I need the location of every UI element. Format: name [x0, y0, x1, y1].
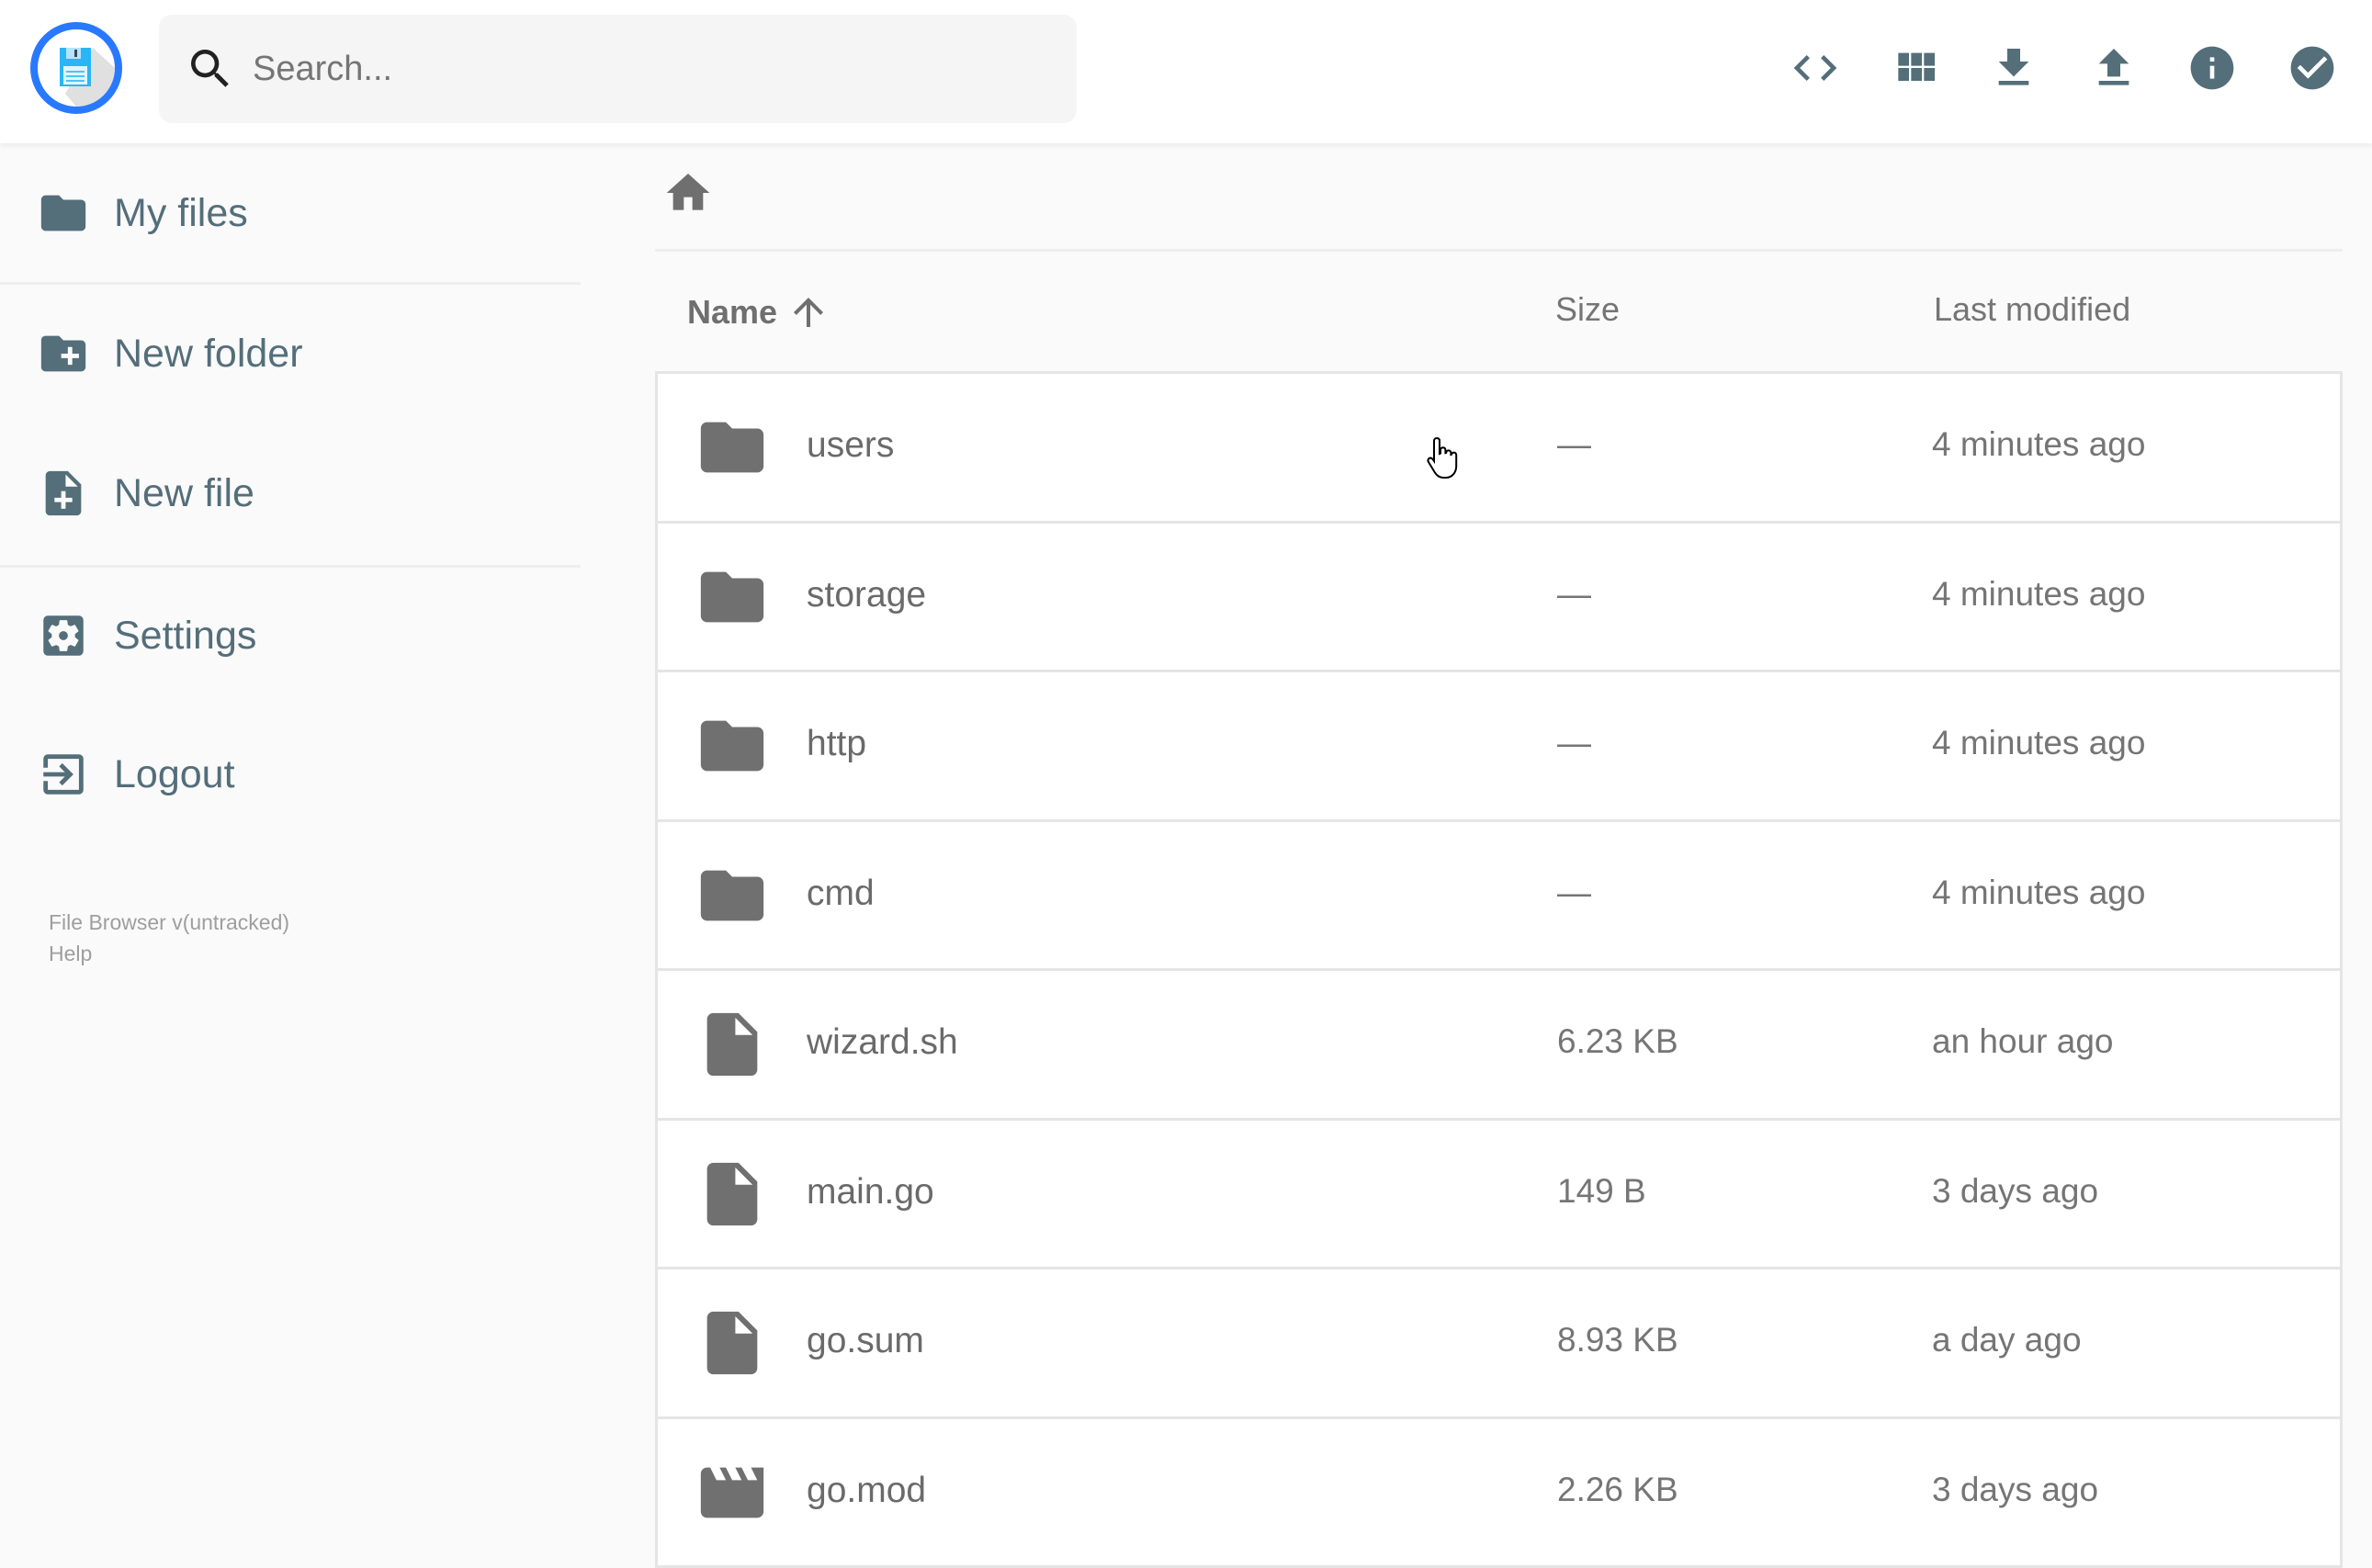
file-size: 8.93 KB	[1557, 1321, 1678, 1359]
help-link[interactable]: Help	[49, 942, 92, 966]
column-header-name[interactable]: Name	[687, 290, 830, 334]
code-icon[interactable]	[1790, 42, 1841, 94]
file-size: —	[1557, 425, 1591, 464]
file-name: cmd	[807, 874, 875, 914]
version-text: File Browser v(untracked)	[49, 910, 289, 935]
download-icon[interactable]	[1988, 42, 2039, 94]
file-name: users	[807, 425, 894, 466]
new-folder-icon	[37, 327, 90, 380]
file-modified: a day ago	[1932, 1321, 2082, 1359]
breadcrumb-divider	[655, 249, 2343, 252]
divider	[0, 565, 581, 568]
hand-cursor-icon	[1426, 435, 1459, 481]
file-name: storage	[807, 575, 926, 615]
search-icon	[185, 43, 236, 95]
file-modified: 4 minutes ago	[1932, 425, 2145, 464]
file-name: main.go	[807, 1172, 934, 1213]
grid-view-icon[interactable]	[1890, 42, 1941, 94]
check-circle-icon[interactable]	[2287, 42, 2338, 94]
file-row[interactable]: go.mod 2.26 KB 3 days ago	[658, 1419, 2340, 1568]
file-modified: 4 minutes ago	[1932, 874, 2145, 912]
file-row[interactable]: http — 4 minutes ago	[658, 672, 2340, 822]
sidebar-item-label: Settings	[114, 614, 256, 659]
file-size: 149 B	[1557, 1172, 1646, 1211]
file-row[interactable]: users — 4 minutes ago	[658, 374, 2340, 524]
file-name: wizard.sh	[807, 1022, 958, 1063]
top-bar	[0, 0, 2372, 143]
video-file-icon	[695, 1455, 770, 1530]
column-header-size[interactable]: Size	[1555, 290, 1620, 329]
sidebar: My files New folder New file Settings Lo…	[0, 143, 581, 1525]
file-row[interactable]: go.sum 8.93 KB a day ago	[658, 1269, 2340, 1419]
file-modified: 4 minutes ago	[1932, 724, 2145, 762]
column-header-last-modified[interactable]: Last modified	[1934, 290, 2130, 329]
file-icon	[695, 1156, 770, 1232]
folder-icon	[695, 708, 770, 784]
sidebar-item-label: New file	[114, 471, 254, 516]
floppy-disk-icon	[38, 29, 115, 107]
sidebar-item-new-folder[interactable]: New folder	[0, 303, 581, 404]
home-icon[interactable]	[662, 167, 714, 219]
sidebar-item-new-file[interactable]: New file	[0, 443, 581, 544]
sidebar-item-logout[interactable]: Logout	[0, 724, 581, 825]
logout-icon	[37, 748, 90, 801]
settings-icon	[37, 609, 90, 662]
folder-icon	[37, 186, 90, 240]
arrow-up-icon	[786, 290, 830, 334]
sidebar-item-settings[interactable]: Settings	[0, 585, 581, 686]
column-header-name-label: Name	[687, 293, 777, 332]
folder-icon	[695, 559, 770, 635]
file-modified: 4 minutes ago	[1932, 575, 2145, 614]
file-modified: 3 days ago	[1932, 1172, 2098, 1211]
file-list: users — 4 minutes ago storage — 4 minutes ago…	[655, 371, 2343, 1568]
new-file-icon	[37, 467, 90, 520]
sidebar-item-label: New folder	[114, 332, 303, 377]
file-row[interactable]: storage — 4 minutes ago	[658, 524, 2340, 673]
info-icon[interactable]	[2186, 42, 2238, 94]
file-row[interactable]: wizard.sh 6.23 KB an hour ago	[658, 971, 2340, 1121]
search-bar[interactable]	[159, 15, 1077, 123]
file-icon	[695, 1305, 770, 1381]
file-name: go.mod	[807, 1471, 926, 1511]
file-modified: an hour ago	[1932, 1022, 2114, 1061]
file-icon	[695, 1007, 770, 1082]
file-row[interactable]: main.go 149 B 3 days ago	[658, 1121, 2340, 1270]
folder-icon	[695, 410, 770, 485]
upload-icon[interactable]	[2088, 42, 2140, 94]
file-size: —	[1557, 575, 1591, 614]
file-size: 2.26 KB	[1557, 1471, 1678, 1509]
folder-icon	[695, 858, 770, 933]
search-input[interactable]	[253, 50, 988, 89]
app-logo[interactable]	[30, 22, 122, 114]
file-size: 6.23 KB	[1557, 1022, 1678, 1061]
file-row[interactable]: cmd — 4 minutes ago	[658, 822, 2340, 972]
divider	[0, 282, 581, 285]
file-name: go.sum	[807, 1321, 924, 1361]
file-size: —	[1557, 874, 1591, 912]
sidebar-item-my-files[interactable]: My files	[0, 163, 581, 264]
sidebar-item-label: Logout	[114, 752, 235, 797]
file-modified: 3 days ago	[1932, 1471, 2098, 1509]
file-size: —	[1557, 724, 1591, 762]
file-name: http	[807, 724, 866, 764]
sidebar-item-label: My files	[114, 191, 248, 236]
